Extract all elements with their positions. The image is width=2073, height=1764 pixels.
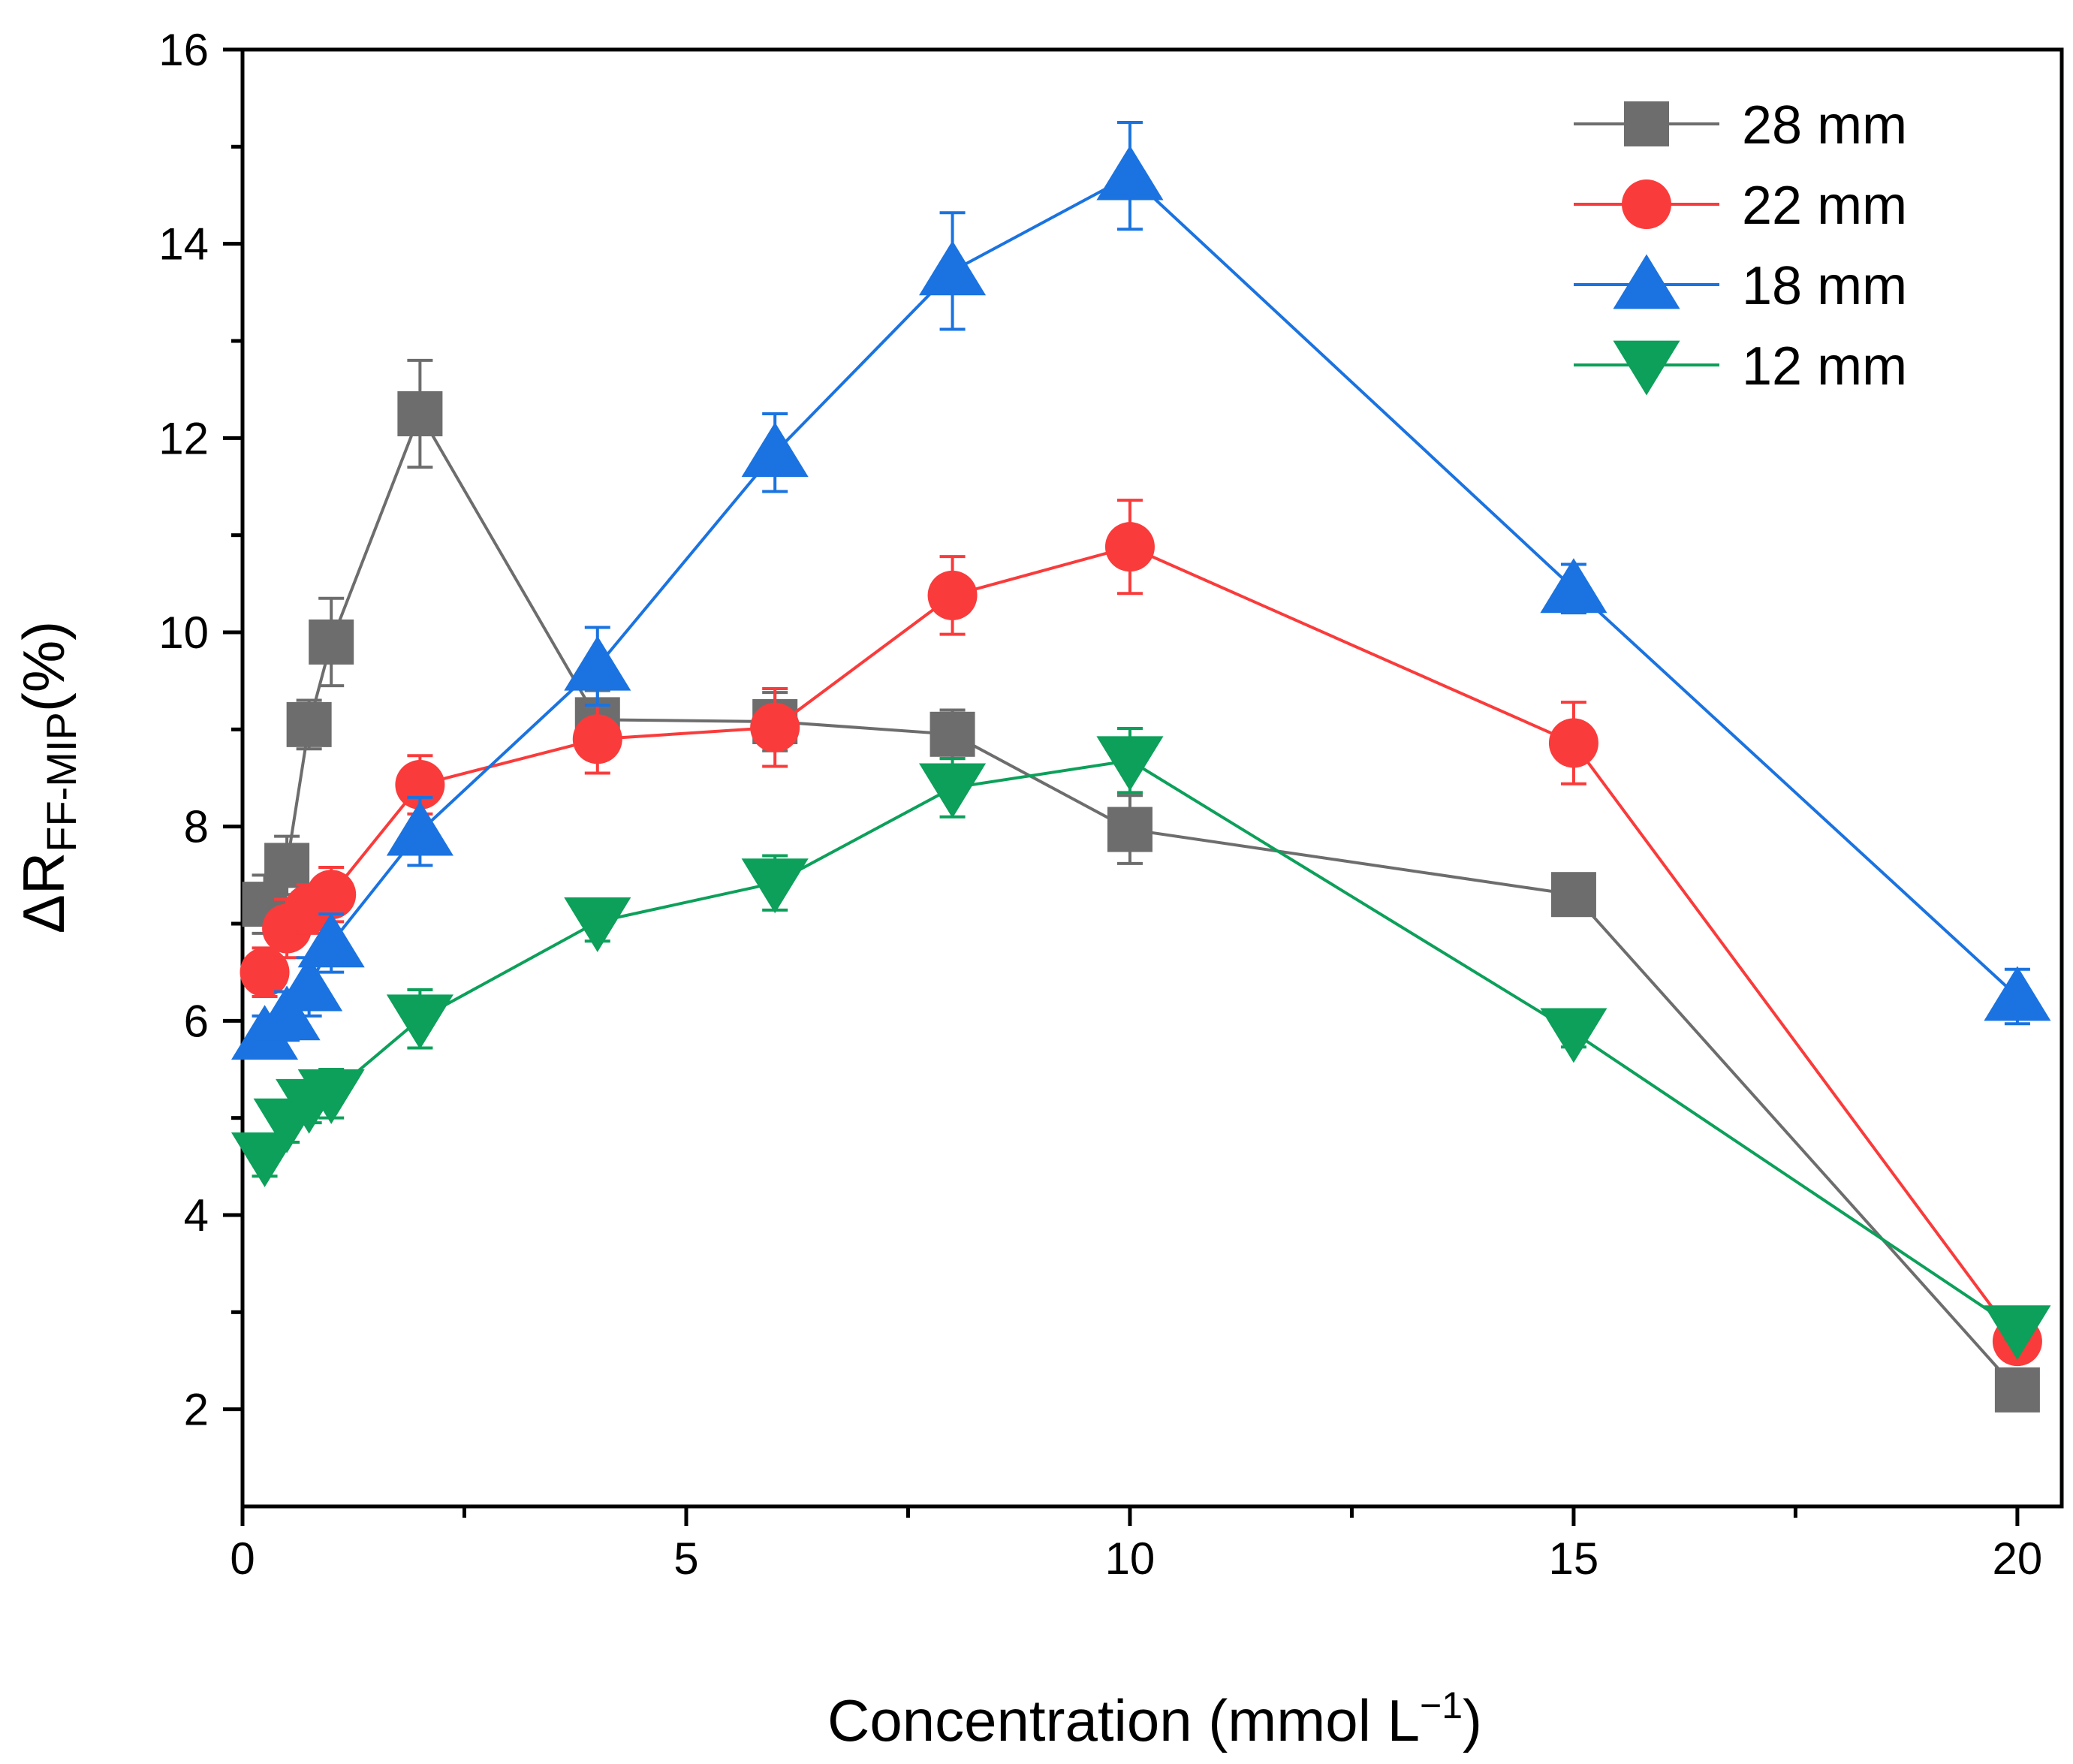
data-point	[1550, 872, 1596, 918]
series-28-mm	[242, 358, 2040, 1413]
y-tick-label: 16	[158, 25, 209, 75]
data-point	[1984, 966, 2051, 1021]
legend-item: 18 mm	[1574, 254, 1907, 316]
data-point	[397, 391, 443, 436]
plot-frame	[240, 47, 2064, 1509]
data-point	[741, 422, 809, 478]
legend: 28 mm 22 mm 18 mm 12 mm	[1574, 95, 1907, 397]
data-point	[1540, 1008, 1607, 1063]
data-point	[919, 240, 987, 296]
data-point	[1096, 145, 1164, 201]
data-point	[231, 1132, 299, 1187]
data-point	[1104, 522, 1155, 572]
y-tick-label: 14	[158, 219, 209, 270]
data-point	[1107, 807, 1153, 852]
x-tick-label: 5	[673, 1533, 698, 1584]
legend-label: 22 mm	[1742, 176, 1907, 236]
legend-label: 28 mm	[1742, 95, 1907, 155]
y-tick-label: 2	[184, 1385, 209, 1435]
data-point	[750, 702, 800, 752]
data-point	[386, 801, 453, 856]
data-point	[1096, 736, 1164, 792]
x-tick-label: 0	[230, 1533, 255, 1584]
data-point	[564, 897, 631, 952]
data-point	[309, 619, 354, 665]
data-point	[276, 956, 343, 1012]
data-point	[264, 843, 310, 888]
data-point	[741, 858, 809, 914]
data-point	[386, 994, 453, 1050]
y-tick-label: 4	[184, 1190, 209, 1241]
series-12-mm	[231, 727, 2051, 1361]
data-point	[297, 912, 365, 968]
data-point	[306, 870, 357, 920]
legend-marker	[1622, 179, 1671, 229]
data-point	[1540, 558, 1607, 614]
y-tick-label: 8	[184, 802, 209, 852]
legend-item: 28 mm	[1574, 95, 1907, 155]
data-point	[1548, 718, 1598, 768]
data-point	[1984, 1305, 2051, 1361]
axes: 0 5 10 15 20 2 4 6 8 10 12 14 16	[158, 25, 2064, 1584]
legend-item: 12 mm	[1574, 336, 1907, 397]
data-point	[572, 714, 622, 764]
y-axis-label: ΔRFF-MIP(%)	[11, 621, 85, 933]
data-point	[919, 763, 987, 819]
legend-marker	[1613, 340, 1680, 396]
series-layer	[231, 121, 2051, 1413]
data-point	[286, 701, 332, 747]
y-tick-label: 12	[158, 413, 209, 463]
legend-label: 18 mm	[1742, 256, 1907, 316]
data-point	[930, 711, 975, 757]
legend-marker	[1624, 101, 1669, 146]
legend-item: 22 mm	[1574, 176, 1907, 236]
data-point	[297, 1069, 365, 1124]
series-line	[263, 545, 2019, 1343]
series-18-mm	[231, 121, 2051, 1060]
data-point	[927, 570, 978, 620]
data-point	[564, 635, 631, 691]
data-point	[240, 947, 290, 997]
x-axis-label: Concentration (mmol L−1)	[827, 1684, 1482, 1753]
data-point	[253, 985, 321, 1041]
y-tick-label: 10	[158, 608, 209, 658]
x-tick-label: 20	[1993, 1533, 2043, 1584]
data-point	[1994, 1367, 2040, 1413]
x-tick-label: 10	[1105, 1533, 1156, 1584]
legend-label: 12 mm	[1742, 336, 1907, 397]
legend-marker	[1613, 254, 1680, 309]
x-tick-label: 15	[1549, 1533, 1599, 1584]
series-22-mm	[240, 499, 2042, 1367]
y-tick-label: 6	[184, 996, 209, 1046]
